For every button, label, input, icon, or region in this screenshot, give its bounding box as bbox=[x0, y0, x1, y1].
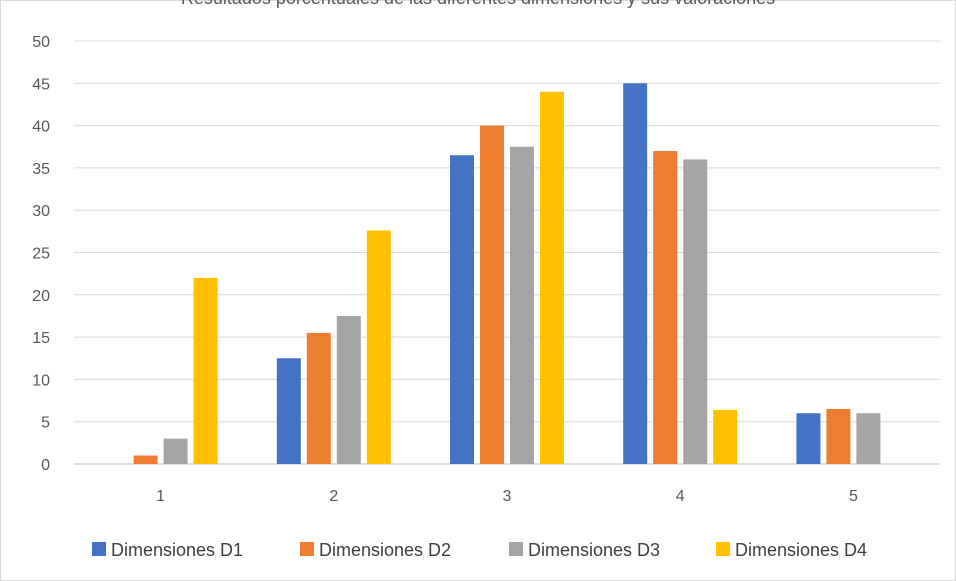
bar-dimensiones-d3-cat-2 bbox=[336, 315, 361, 464]
y-tick-label: 0 bbox=[41, 457, 50, 474]
y-tick-label: 35 bbox=[32, 161, 50, 178]
y-tick-label: 15 bbox=[32, 330, 50, 347]
bars bbox=[133, 83, 881, 465]
bar-dimensiones-d3-cat-3 bbox=[510, 146, 534, 464]
legend-label: Dimensiones D4 bbox=[735, 540, 867, 560]
gridlines bbox=[74, 40, 940, 465]
legend-label: Dimensiones D2 bbox=[319, 540, 451, 560]
y-axis-tick-labels: 0 5 10 15 20 25 30 35 40 45 50 bbox=[32, 34, 50, 474]
y-tick-label: 5 bbox=[41, 415, 50, 432]
y-tick-label: 25 bbox=[32, 246, 50, 263]
bar-dimensiones-d4-cat-1 bbox=[193, 277, 218, 464]
y-tick-label: 10 bbox=[32, 372, 50, 389]
legend-swatch bbox=[300, 542, 314, 556]
bar-dimensiones-d2-cat-1 bbox=[133, 455, 158, 464]
bar-dimensiones-d1-cat-3 bbox=[450, 155, 474, 464]
chart-title: Resultados porcentuales de las diferente… bbox=[0, 0, 956, 9]
x-tick-label: 4 bbox=[676, 488, 685, 505]
legend-swatch bbox=[716, 542, 730, 556]
x-axis-tick-labels: 1 2 3 4 5 bbox=[156, 488, 858, 505]
bar-dimensiones-d2-cat-5 bbox=[826, 409, 851, 464]
y-tick-label: 45 bbox=[32, 76, 50, 93]
x-tick-label: 1 bbox=[156, 488, 165, 505]
bar-dimensiones-d1-cat-4 bbox=[623, 83, 648, 465]
bar-dimensiones-d2-cat-2 bbox=[306, 332, 331, 464]
bar-dimensiones-d1-cat-5 bbox=[796, 413, 821, 464]
bar-dimensiones-d2-cat-4 bbox=[653, 150, 678, 465]
x-tick-label: 2 bbox=[329, 488, 338, 505]
bar-dimensiones-d3-cat-5 bbox=[856, 413, 881, 464]
bar-dimensiones-d3-cat-4 bbox=[683, 159, 708, 464]
y-tick-label: 40 bbox=[32, 119, 50, 136]
y-tick-label: 50 bbox=[32, 34, 50, 51]
x-tick-label: 3 bbox=[503, 488, 512, 505]
bar-dimensiones-d4-cat-2 bbox=[366, 230, 391, 464]
bar-dimensiones-d4-cat-3 bbox=[540, 91, 564, 464]
bar-dimensiones-d2-cat-3 bbox=[480, 125, 504, 464]
legend-swatch bbox=[92, 542, 106, 556]
bar-dimensiones-d1-cat-2 bbox=[276, 358, 301, 464]
bar-dimensiones-d4-cat-4 bbox=[713, 409, 738, 464]
x-tick-label: 5 bbox=[849, 488, 858, 505]
legend-label: Dimensiones D1 bbox=[111, 540, 243, 560]
legend-label: Dimensiones D3 bbox=[528, 540, 660, 560]
legend: Dimensiones D1 Dimensiones D2 Dimensiones … bbox=[92, 540, 867, 560]
bar-dimensiones-d3-cat-1 bbox=[163, 438, 188, 464]
legend-swatch bbox=[509, 542, 523, 556]
y-tick-label: 20 bbox=[32, 288, 50, 305]
y-tick-label: 30 bbox=[32, 203, 50, 220]
